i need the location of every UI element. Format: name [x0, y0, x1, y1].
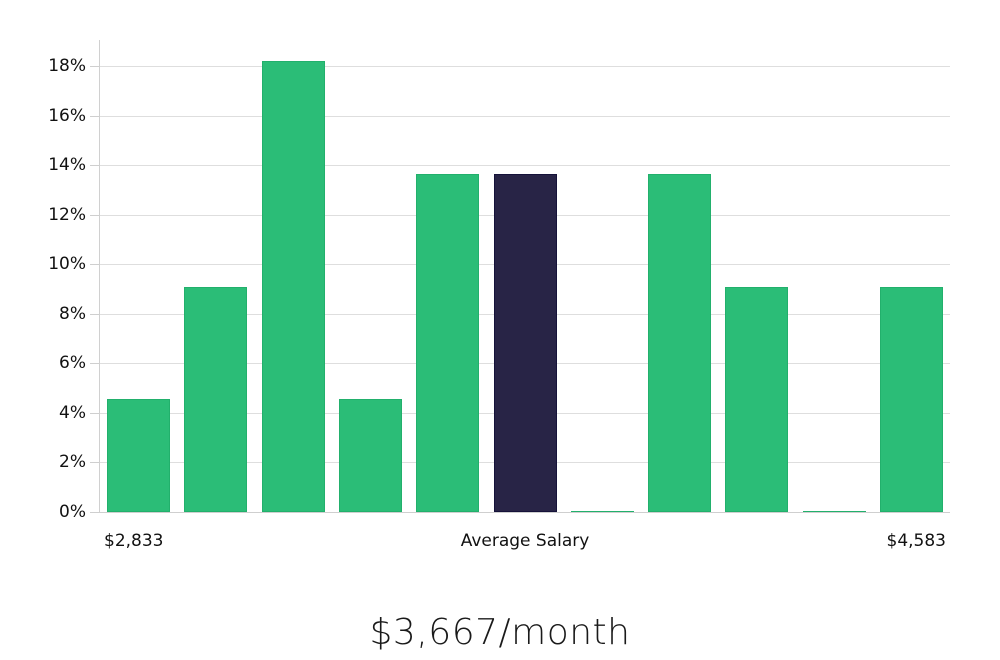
- y-tick: [90, 462, 100, 463]
- gridline: [100, 66, 950, 67]
- y-tick-label: 4%: [59, 403, 86, 423]
- x-min-label: $2,833: [104, 531, 164, 551]
- y-tick: [90, 165, 100, 166]
- y-tick: [90, 66, 100, 67]
- gridline: [100, 165, 950, 166]
- x-axis-title: Average Salary: [460, 531, 590, 551]
- y-tick-label: 14%: [48, 155, 86, 175]
- y-tick-label: 18%: [48, 56, 86, 76]
- y-tick-label: 10%: [48, 254, 86, 274]
- y-tick-label: 2%: [59, 452, 86, 472]
- bar: [262, 61, 325, 512]
- gridline: [100, 116, 950, 117]
- y-tick: [90, 264, 100, 265]
- y-tick: [90, 413, 100, 414]
- average-salary-value: $3,667/month: [369, 612, 631, 653]
- y-tick: [90, 363, 100, 364]
- bar: [107, 399, 170, 512]
- x-max-label: $4,583: [886, 531, 946, 551]
- bar: [339, 399, 402, 512]
- y-tick: [90, 215, 100, 216]
- y-tick-label: 16%: [48, 106, 86, 126]
- bar-highlighted: [494, 174, 557, 512]
- y-tick: [90, 314, 100, 315]
- bar: [725, 286, 788, 512]
- bar: [648, 174, 711, 512]
- y-tick: [90, 512, 100, 513]
- y-axis: [99, 40, 100, 513]
- bar: [416, 174, 479, 512]
- y-tick-label: 8%: [59, 304, 86, 324]
- y-tick-label: 0%: [59, 502, 86, 522]
- y-tick: [90, 116, 100, 117]
- bar: [184, 286, 247, 512]
- y-tick-label: 12%: [48, 205, 86, 225]
- x-axis: [99, 512, 950, 513]
- y-tick-label: 6%: [59, 353, 86, 373]
- bar: [880, 286, 943, 512]
